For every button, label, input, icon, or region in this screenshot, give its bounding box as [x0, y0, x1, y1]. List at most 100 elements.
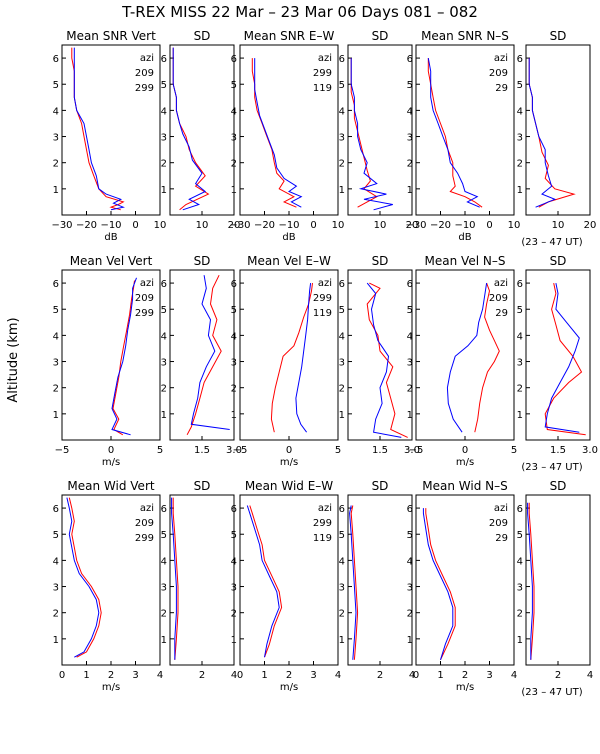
- y-tick-label: 6: [231, 504, 237, 515]
- y-tick-label: 6: [339, 504, 345, 515]
- legend-entry: 119: [313, 83, 332, 94]
- legend-entry: 209: [135, 68, 154, 79]
- series-line-209-red: [71, 47, 125, 211]
- legend-header: azi: [140, 503, 154, 514]
- series-line-299-red: [270, 283, 313, 433]
- series-line-209-red: [112, 280, 135, 436]
- series-line-299-red: [366, 282, 408, 438]
- y-tick-label: 4: [517, 556, 523, 567]
- x-tick-label: 3.0: [404, 445, 420, 456]
- x-tick-label: 4: [409, 670, 415, 681]
- y-tick-label: 6: [53, 279, 59, 290]
- x-tick-label: 1: [437, 670, 443, 681]
- legend-entry: 29: [495, 83, 508, 94]
- panel-vel-vert-sd: SD 1 2 3 4 5 6 1.5 3.0: [161, 254, 242, 456]
- legend-entry: 119: [313, 308, 332, 319]
- legend-entry: 209: [489, 518, 508, 529]
- legend-header: azi: [318, 53, 332, 64]
- panel-wid-ns-sd: SD 1 2 3 4 5 6 2 4: [517, 479, 594, 681]
- panel-wid-ew-sd: SD 1 2 3 4 5 6 2 4: [339, 479, 416, 681]
- y-tick-label: 5: [231, 80, 237, 91]
- y-tick-label: 3: [407, 133, 413, 144]
- x-tick-label: 1.5: [194, 445, 210, 456]
- panel-title: SD: [550, 254, 567, 268]
- y-tick-label: 1: [53, 635, 59, 646]
- y-tick-label: 6: [231, 54, 237, 65]
- x-tick-label: 4: [157, 670, 163, 681]
- panel-frame: [347, 269, 413, 441]
- x-tick-label: 0: [108, 445, 114, 456]
- panel-title: SD: [194, 29, 211, 43]
- y-tick-label: 6: [407, 54, 413, 65]
- y-tick-label: 4: [339, 331, 345, 342]
- panel-frame: [169, 269, 235, 441]
- panel-title: Mean Wid N–S: [422, 479, 507, 493]
- x-tick-label: 1.5: [372, 445, 388, 456]
- y-tick-label: 1: [517, 410, 523, 421]
- legend-entry: 29: [495, 308, 508, 319]
- x-axis-label: dB: [458, 232, 471, 243]
- y-tick-label: 2: [53, 609, 59, 620]
- panel-snr-vert: Mean SNR Vert 1 2 3 4 5 6 −30 −20 −10 0 10 dB azi 209 2…: [51, 29, 166, 243]
- panel-title: SD: [550, 479, 567, 493]
- legend-entry: 209: [489, 293, 508, 304]
- y-tick-label: 3: [517, 133, 523, 144]
- x-tick-label: 10: [552, 220, 565, 231]
- series-line-299-blue: [190, 275, 230, 430]
- y-tick-label: 6: [517, 54, 523, 65]
- x-tick-label: 20: [406, 220, 419, 231]
- x-tick-label: 2: [108, 670, 114, 681]
- panel-title: Mean Wid Vert: [67, 479, 154, 493]
- panel-vel-ns-sd: SD 1 2 3 4 5 6 1.5 3.0: [517, 254, 598, 456]
- panel-title: Mean SNR E–W: [244, 29, 335, 43]
- legend-header: azi: [494, 503, 508, 514]
- series-line-209-red: [172, 497, 179, 660]
- x-tick-label: −20: [430, 220, 451, 231]
- x-tick-label: −10: [278, 220, 299, 231]
- y-tick-label: 3: [53, 358, 59, 369]
- series-line-209-red: [186, 274, 222, 436]
- y-tick-label: 5: [407, 530, 413, 541]
- panel-frame: [525, 494, 591, 666]
- series-line-209-red: [528, 502, 535, 660]
- legend-entry: 299: [313, 68, 332, 79]
- x-tick-label: −10: [454, 220, 475, 231]
- x-tick-label: 3: [132, 670, 138, 681]
- x-tick-label: 0: [59, 670, 65, 681]
- y-tick-label: 3: [53, 583, 59, 594]
- y-tick-label: 2: [407, 384, 413, 395]
- y-tick-label: 3: [53, 133, 59, 144]
- y-tick-label: 4: [231, 106, 237, 117]
- series-line-299-blue: [172, 47, 207, 211]
- x-tick-label: 5: [335, 445, 341, 456]
- panel-frame: [347, 494, 413, 666]
- panel-snr-ew-sd: SD 1 2 3 4 5 6 10 20: [339, 29, 419, 231]
- y-tick-label: 2: [339, 159, 345, 170]
- y-tick-label: 4: [53, 106, 59, 117]
- y-tick-label: 5: [517, 530, 523, 541]
- panel-vel-vert: Mean Vel Vert 1 2 3 4 5 6 −5 0 5 m/s azi 209 299: [53, 254, 164, 468]
- legend-header: azi: [140, 278, 154, 289]
- y-tick-label: 1: [231, 410, 237, 421]
- series-line-299-blue: [66, 497, 100, 658]
- series-line-29-blue: [528, 58, 557, 208]
- x-axis-label: dB: [282, 232, 295, 243]
- x-tick-label: 20: [584, 220, 597, 231]
- legend-header: azi: [494, 278, 508, 289]
- series-line-209-red: [68, 497, 102, 658]
- y-tick-label: 3: [407, 358, 413, 369]
- y-tick-label: 3: [339, 133, 345, 144]
- y-tick-label: 2: [53, 159, 59, 170]
- y-tick-label: 3: [407, 583, 413, 594]
- y-tick-label: 1: [161, 185, 167, 196]
- series-line-299-blue: [111, 277, 137, 436]
- x-tick-label: −5: [55, 445, 70, 456]
- panel-title: SD: [372, 29, 389, 43]
- y-tick-label: 4: [407, 556, 413, 567]
- y-tick-label: 4: [231, 331, 237, 342]
- x-axis-label: m/s: [102, 457, 120, 468]
- y-tick-label: 2: [231, 384, 237, 395]
- y-tick-label: 3: [231, 583, 237, 594]
- x-tick-label: 0: [486, 220, 492, 231]
- y-tick-label: 5: [407, 80, 413, 91]
